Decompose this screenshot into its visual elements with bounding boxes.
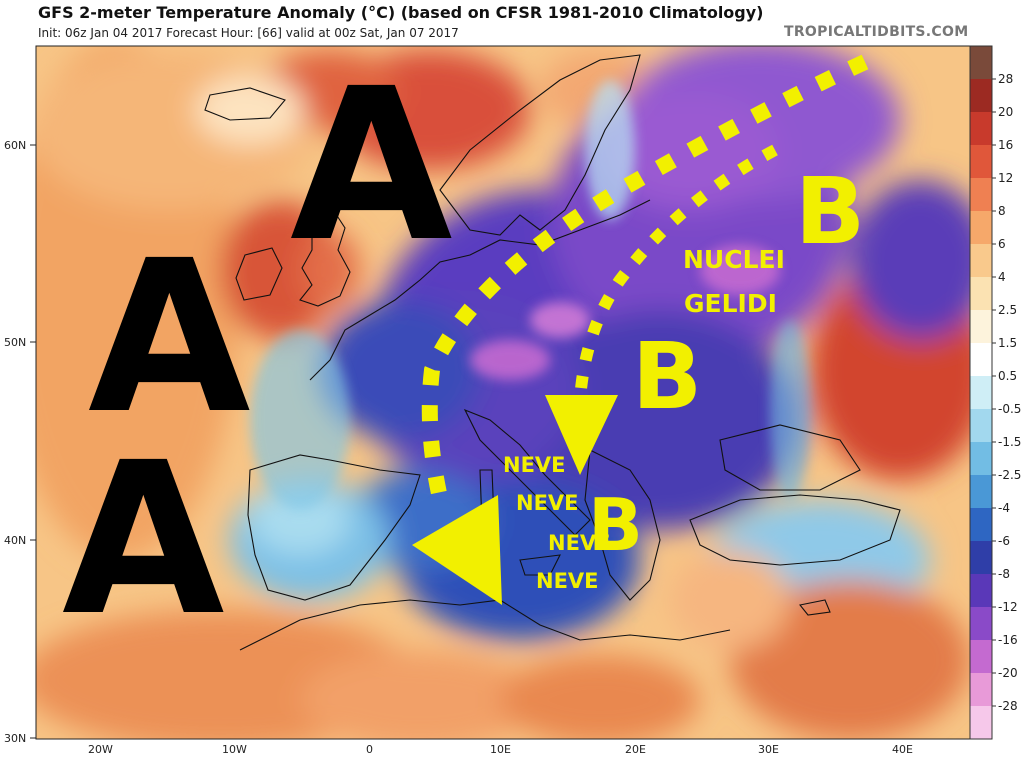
colorbar-swatch: [970, 376, 992, 410]
colorbar-tick-label: 12: [998, 171, 1013, 185]
colorbar-tick-label: -20: [998, 666, 1018, 680]
low-label: B: [795, 158, 865, 265]
colorbar-tick-label: 20: [998, 105, 1013, 119]
lon-label: 20E: [625, 743, 646, 756]
colorbar-tick-label: -12: [998, 600, 1018, 614]
lat-label: 40N: [4, 534, 26, 547]
colorbar-swatch: [970, 145, 992, 179]
colorbar-swatch: [970, 112, 992, 146]
gelidi-label: GELIDI: [684, 289, 777, 318]
colorbar-swatch: [970, 508, 992, 542]
lon-label: 0: [366, 743, 373, 756]
colorbar-swatch: [970, 79, 992, 113]
lon-label: 40E: [892, 743, 913, 756]
latitude-labels: 60N 50N 40N 30N: [4, 139, 36, 745]
colorbar-tick-label: 0.5: [998, 369, 1017, 383]
colorbar-tick-label: -6: [998, 534, 1010, 548]
nuclei-label: NUCLEI: [683, 245, 785, 274]
lat-label: 60N: [4, 139, 26, 152]
colorbar-swatch: [970, 244, 992, 278]
colorbar-swatch: [970, 640, 992, 674]
longitude-labels: 20W 10W 0 10E 20E 30E 40E: [88, 743, 913, 756]
colorbar-swatch: [970, 277, 992, 311]
colorbar-swatch: [970, 442, 992, 476]
colorbar-swatch: [970, 574, 992, 608]
lat-label: 30N: [4, 732, 26, 745]
colorbar-tick-label: -1.5: [998, 435, 1021, 449]
colorbar-tick-label: 8: [998, 204, 1006, 218]
coastlines: [204, 54, 901, 651]
colorbar-swatch: [970, 706, 992, 740]
neve-label: NEVE: [503, 453, 566, 477]
map-title: GFS 2-meter Temperature Anomaly (°C) (ba…: [38, 3, 764, 22]
map-subtitle: Init: 06z Jan 04 2017 Forecast Hour: [66…: [38, 26, 459, 40]
colorbar-swatch: [970, 541, 992, 575]
colorbar-tick-label: 4: [998, 270, 1006, 284]
colorbar-swatch: [970, 607, 992, 641]
neve-label: NEVE: [516, 491, 579, 515]
low-label: B: [588, 483, 643, 567]
colorbar-swatch: [970, 673, 992, 707]
colorbar-tick-label: -16: [998, 633, 1018, 647]
colorbar-frame: [969, 45, 993, 740]
low-pressure-labels: B B B: [588, 158, 865, 567]
low-label: B: [632, 323, 702, 430]
lat-label: 50N: [4, 336, 26, 349]
colorbar-tick-label: 6: [998, 237, 1006, 251]
high-pressure-labels: A A A: [62, 43, 453, 662]
lon-label: 10E: [490, 743, 511, 756]
colorbar-tick-label: 16: [998, 138, 1013, 152]
arrow-head-left-icon: [412, 495, 502, 605]
colorbar-swatch: [970, 211, 992, 245]
region-labels: NUCLEI GELIDI NEVE NEVE NEVE NEVE: [503, 245, 785, 593]
lon-label: 30E: [758, 743, 779, 756]
colorbar-tick-label: -8: [998, 567, 1010, 581]
colorbar-tick-label: -4: [998, 501, 1010, 515]
colorbar-tick-label: -2.5: [998, 468, 1021, 482]
high-label: A: [62, 417, 225, 662]
colorbar-swatch: [970, 178, 992, 212]
colorbar-tick-label: 2.5: [998, 303, 1017, 317]
colorbar-labels: 28 20 16 12 8 6 4 2.5 1.5 0.5 -0.5 -1.5 -2.5 -4 -6 -8 -1…: [992, 72, 1021, 713]
colorbar-swatch: [970, 46, 992, 80]
colorbar-swatch: [970, 475, 992, 509]
colorbar-swatch: [970, 310, 992, 344]
colorbar-tick-label: -0.5: [998, 402, 1021, 416]
colorbar-swatch: [970, 343, 992, 377]
colorbar-tick-label: 28: [998, 72, 1013, 86]
arrow-head-down-icon: [545, 395, 618, 475]
lon-label: 20W: [88, 743, 113, 756]
high-label: A: [290, 43, 453, 288]
credit-watermark: TROPICALTIDBITS.COM: [784, 24, 969, 40]
high-label: A: [88, 215, 251, 460]
lon-label: 10W: [222, 743, 247, 756]
colorbar-tick-label: 1.5: [998, 336, 1017, 350]
temperature-anomaly-field: [36, 46, 970, 739]
colorbar: [969, 45, 993, 740]
colorbar-tick-label: -28: [998, 699, 1018, 713]
neve-label: NEVE: [548, 531, 611, 555]
neve-label: NEVE: [536, 569, 599, 593]
cold-air-flow-arrows: [412, 54, 869, 605]
colorbar-swatch: [970, 409, 992, 443]
